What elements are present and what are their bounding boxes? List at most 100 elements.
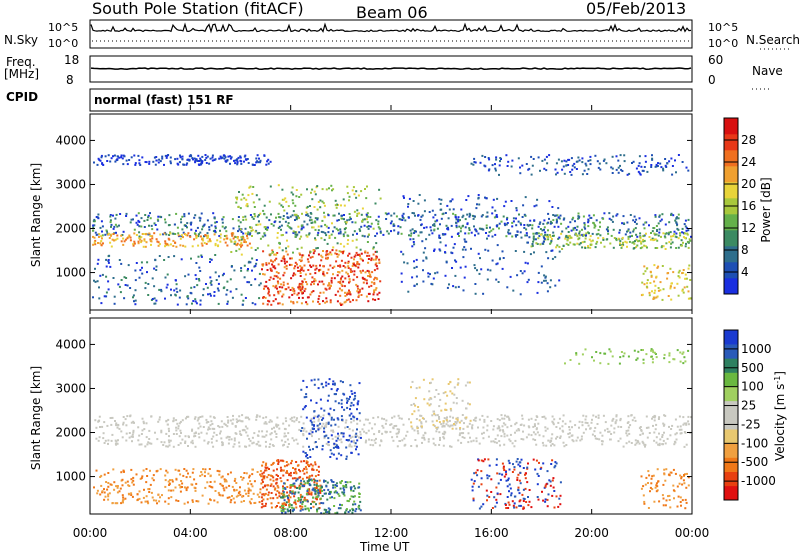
velocity-cell: [280, 469, 282, 471]
power-cell: [148, 161, 150, 163]
power-cell: [558, 159, 560, 161]
power-cell: [449, 209, 451, 211]
power-colorbar-label: 28: [741, 133, 756, 147]
power-cell: [310, 251, 312, 253]
power-ytick-label: 3000: [55, 177, 86, 191]
power-cell: [682, 242, 684, 244]
power-cell: [569, 171, 571, 173]
velocity-cell: [348, 439, 350, 441]
power-cell: [465, 266, 467, 268]
power-cell: [688, 268, 690, 270]
power-cell: [190, 258, 192, 260]
power-cell: [288, 296, 290, 298]
power-cell: [150, 217, 152, 219]
power-cell: [304, 290, 306, 292]
velocity-cell: [332, 487, 334, 489]
power-cell: [475, 293, 477, 295]
power-cell: [655, 216, 657, 218]
power-cell: [419, 194, 421, 196]
velocity-cell: [472, 489, 474, 491]
velocity-cell: [165, 470, 167, 472]
velocity-cell: [627, 422, 629, 424]
cpid-label: CPID: [6, 90, 38, 104]
velocity-cell: [276, 505, 278, 507]
velocity-cell: [416, 445, 418, 447]
power-cell: [240, 270, 242, 272]
power-cell: [390, 215, 392, 217]
velocity-cell: [473, 472, 475, 474]
velocity-cell: [603, 353, 605, 355]
velocity-cell: [670, 428, 672, 430]
velocity-cell: [300, 510, 302, 512]
velocity-cell: [321, 490, 323, 492]
power-cell: [378, 226, 380, 228]
power-cell: [388, 233, 390, 235]
velocity-cell: [203, 426, 205, 428]
power-cell: [222, 222, 224, 224]
power-cell: [346, 299, 348, 301]
velocity-cell: [496, 442, 498, 444]
power-cell: [653, 239, 655, 241]
velocity-cell: [442, 436, 444, 438]
power-cell: [486, 238, 488, 240]
velocity-cell: [411, 413, 413, 415]
velocity-cell: [285, 417, 287, 419]
velocity-cell: [287, 497, 289, 499]
power-cell: [312, 222, 314, 224]
velocity-cell: [271, 428, 273, 430]
velocity-cell: [467, 426, 469, 428]
power-cell: [208, 163, 210, 165]
velocity-cell: [664, 480, 666, 482]
velocity-cell: [131, 422, 133, 424]
power-cell: [465, 199, 467, 201]
power-cell: [244, 239, 246, 241]
velocity-cell: [316, 480, 318, 482]
power-cell: [352, 189, 354, 191]
velocity-cell: [680, 425, 682, 427]
power-cell: [602, 239, 604, 241]
power-cell: [223, 287, 225, 289]
velocity-cell: [475, 417, 477, 419]
power-cell: [281, 260, 283, 262]
velocity-cell: [679, 483, 681, 485]
velocity-cell: [215, 490, 217, 492]
velocity-cell: [553, 423, 555, 425]
velocity-cell: [356, 439, 358, 441]
power-cell: [292, 202, 294, 204]
velocity-cell: [122, 436, 124, 438]
velocity-cell: [207, 443, 209, 445]
power-cell: [531, 227, 533, 229]
velocity-cell: [512, 471, 514, 473]
power-cell: [655, 238, 657, 240]
power-cell: [571, 174, 573, 176]
velocity-cell: [522, 438, 524, 440]
power-cell: [248, 262, 250, 264]
power-cell: [654, 292, 656, 294]
power-cell: [263, 288, 265, 290]
velocity-cell: [671, 425, 673, 427]
power-cell: [665, 233, 667, 235]
velocity-cell: [341, 403, 343, 405]
velocity-cell: [507, 485, 509, 487]
power-cell: [480, 268, 482, 270]
power-cell: [245, 297, 247, 299]
velocity-cell: [513, 469, 515, 471]
velocity-cell: [270, 497, 272, 499]
power-cell: [651, 154, 653, 156]
power-cell: [227, 156, 229, 158]
velocity-cell: [304, 497, 306, 499]
velocity-cell: [309, 449, 311, 451]
velocity-cell: [337, 388, 339, 390]
velocity-cell: [202, 468, 204, 470]
power-cell: [161, 158, 163, 160]
power-cell: [688, 290, 690, 292]
velocity-cell: [641, 430, 643, 432]
velocity-cell: [351, 512, 353, 514]
velocity-cell: [433, 424, 435, 426]
power-cell: [449, 200, 451, 202]
velocity-cell: [550, 485, 552, 487]
velocity-cell: [462, 414, 464, 416]
velocity-cell: [499, 493, 501, 495]
velocity-cell: [216, 440, 218, 442]
